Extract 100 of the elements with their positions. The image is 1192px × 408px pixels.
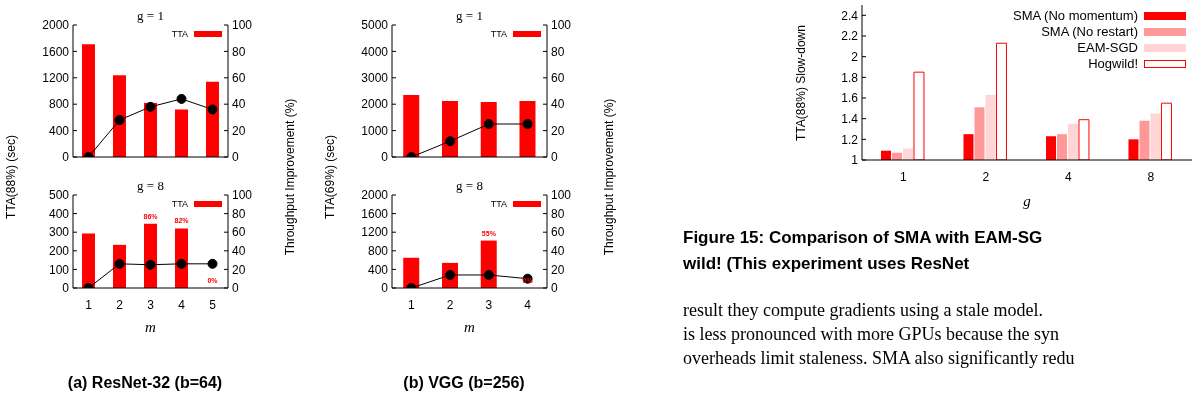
y2-tick-label: 80 [232, 44, 246, 59]
y2-tick-label: 0 [551, 281, 558, 296]
y2-tick-label: 100 [551, 188, 572, 203]
chart-title: g = 1 [136, 8, 165, 24]
x-tick-label: 1 [899, 169, 907, 184]
x-axis-title: g [1023, 193, 1032, 209]
y2-tick-label: 60 [232, 71, 246, 86]
y-tick-label: 3000 [361, 71, 389, 86]
y2-tick-label: 100 [232, 18, 253, 33]
y-tick-label: 400 [48, 123, 70, 138]
y2-axis-title: Throughput Improvement (%) [602, 98, 616, 256]
x-axis-title: m [145, 319, 157, 335]
point [207, 104, 218, 115]
bar [143, 223, 157, 288]
y-tick-label: 800 [48, 97, 70, 112]
y-tick-label: 100 [48, 262, 70, 277]
text: result they compute gradients using a stale model. [683, 300, 1043, 321]
y2-tick-label: 20 [551, 262, 565, 277]
y-tick-label: 4000 [361, 44, 389, 59]
chart-title: g = 8 [455, 178, 484, 194]
text: is less pronounced with more GPUs because the syn [683, 324, 1059, 345]
y-tick-label: 500 [48, 188, 70, 203]
legend-label: Hogwild! [1088, 56, 1138, 72]
chart-title: g = 8 [136, 178, 165, 194]
bar [81, 44, 95, 157]
y-tick-label: 2000 [361, 97, 389, 112]
y-tick-label: 1000 [361, 123, 389, 138]
legend-label: EAM-SGD [1077, 40, 1138, 56]
y-tick-label: 2.4 [841, 8, 859, 23]
y2-tick-label: 60 [551, 225, 565, 240]
legend-label: TTA [171, 198, 188, 210]
y-tick-label: 1 [851, 153, 859, 168]
y-tick-label: 0 [381, 150, 389, 165]
y-tick-label: 1600 [361, 206, 389, 221]
chart-title: g = 1 [455, 8, 484, 24]
legend-label: TTA [490, 198, 507, 210]
y2-tick-label: 40 [551, 97, 565, 112]
y2-tick-label: 100 [232, 188, 253, 203]
y-tick-label: 0 [381, 281, 389, 296]
bar [403, 257, 420, 288]
x-tick-label: 1 [408, 297, 416, 312]
y-tick-label: 1600 [42, 44, 70, 59]
y-tick-label: 2000 [361, 188, 389, 203]
caption: Figure 15: Comparison of SMA with EAM-SG [683, 228, 1043, 248]
legend-label: SMA (No momentum) [1013, 8, 1138, 24]
y2-tick-label: 20 [232, 262, 246, 277]
x-tick-label: 2 [116, 297, 124, 312]
point [114, 115, 125, 126]
y2-tick-label: 60 [551, 71, 565, 86]
text: wild! (This experiment uses ResNet [683, 254, 970, 274]
y-tick-label: 800 [367, 244, 389, 259]
x-tick-label: 1 [85, 297, 93, 312]
y2-tick-label: 20 [551, 123, 565, 138]
bar [112, 75, 126, 157]
bar [174, 109, 188, 157]
text: (a) ResNet-32 (b=64) [66, 374, 224, 392]
y-axis-title: TTA(69%) (sec) [323, 135, 337, 219]
bar [205, 81, 219, 157]
y-tick-label: 1.6 [841, 91, 859, 106]
y-tick-label: 0 [62, 281, 70, 296]
y2-tick-label: 20 [232, 123, 246, 138]
x-tick-label: 5 [209, 297, 217, 312]
bar [81, 233, 95, 288]
y-tick-label: 1.4 [841, 111, 859, 126]
x-tick-label: 2 [982, 169, 990, 184]
y2-tick-label: 80 [551, 206, 565, 221]
y2-axis-title: Throughput Improvement (%) [283, 98, 297, 256]
point [145, 101, 156, 112]
y2-tick-label: 0 [232, 150, 239, 165]
text: (b) VGG (b=256) [402, 374, 526, 392]
x-axis-title: m [464, 319, 476, 335]
y-tick-label: 5000 [361, 18, 389, 33]
x-tick-label: 3 [485, 297, 493, 312]
y2-tick-label: 40 [232, 244, 246, 259]
y2-tick-label: 60 [232, 225, 246, 240]
x-tick-label: 4 [1064, 169, 1072, 184]
legend-label: TTA [490, 28, 507, 40]
y-tick-label: 2.2 [841, 29, 859, 44]
y-tick-label: 2 [851, 49, 859, 64]
y2-tick-label: 100 [551, 18, 572, 33]
y-tick-label: 1200 [42, 71, 70, 86]
y-tick-label: 400 [48, 206, 70, 221]
x-tick-label: 2 [446, 297, 454, 312]
y2-tick-label: 80 [551, 44, 565, 59]
y2-tick-label: 0 [551, 150, 558, 165]
y2-tick-label: 40 [551, 244, 565, 259]
y-tick-label: 2000 [42, 18, 70, 33]
x-tick-label: 8 [1147, 169, 1155, 184]
y-tick-label: 1.2 [841, 132, 859, 147]
y-tick-label: 300 [48, 225, 70, 240]
y-tick-label: 1.8 [841, 70, 859, 85]
y-tick-label: 1200 [361, 225, 389, 240]
y2-tick-label: 80 [232, 206, 246, 221]
y-tick-label: 200 [48, 244, 70, 259]
y-axis-title: TTA(88%) (sec) [4, 135, 18, 219]
legend-label: TTA [171, 28, 188, 40]
point [176, 93, 187, 104]
x-tick-label: 4 [524, 297, 532, 312]
y2-tick-label: 40 [232, 97, 246, 112]
x-tick-label: 3 [147, 297, 155, 312]
